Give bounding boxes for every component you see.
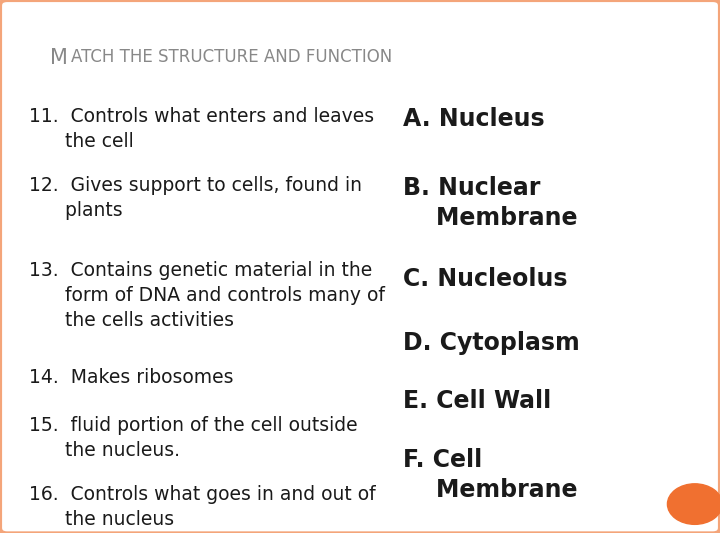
Text: B. Nuclear
    Membrane: B. Nuclear Membrane <box>403 176 577 230</box>
Text: M: M <box>50 48 68 68</box>
Text: C. Nucleolus: C. Nucleolus <box>403 267 567 291</box>
Text: E. Cell Wall: E. Cell Wall <box>403 389 552 414</box>
Text: 11.  Controls what enters and leaves
      the cell: 11. Controls what enters and leaves the … <box>29 107 374 151</box>
Text: A. Nucleus: A. Nucleus <box>403 107 545 131</box>
Text: 12.  Gives support to cells, found in
      plants: 12. Gives support to cells, found in pla… <box>29 176 362 220</box>
Text: ATCH THE STRUCTURE AND FUNCTION: ATCH THE STRUCTURE AND FUNCTION <box>71 48 392 66</box>
Text: F. Cell
    Membrane: F. Cell Membrane <box>403 448 577 502</box>
Text: 15.  fluid portion of the cell outside
      the nucleus.: 15. fluid portion of the cell outside th… <box>29 416 357 460</box>
Text: 14.  Makes ribosomes: 14. Makes ribosomes <box>29 368 233 387</box>
Circle shape <box>667 484 720 524</box>
Text: 13.  Contains genetic material in the
      form of DNA and controls many of
   : 13. Contains genetic material in the for… <box>29 261 384 330</box>
Text: D. Cytoplasm: D. Cytoplasm <box>403 330 580 355</box>
Text: 16.  Controls what goes in and out of
      the nucleus: 16. Controls what goes in and out of the… <box>29 485 375 529</box>
